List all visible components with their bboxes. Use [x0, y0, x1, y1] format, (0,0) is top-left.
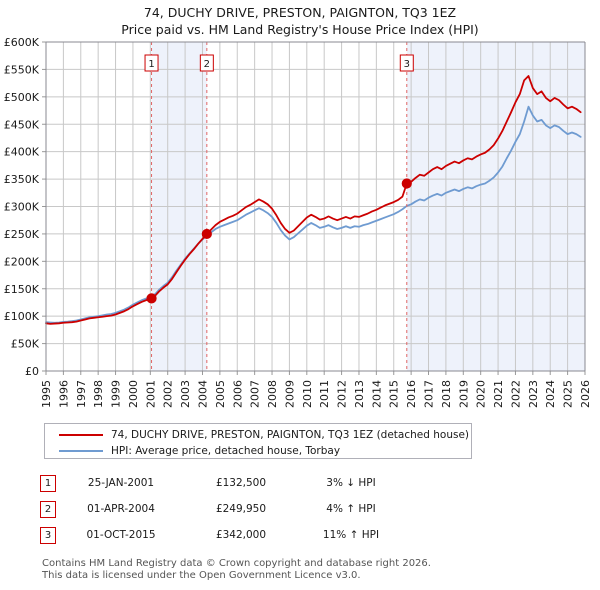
x-axis-label: 2013 [353, 380, 366, 408]
y-axis-label: £550K [4, 63, 40, 76]
y-axis-label: £350K [4, 173, 40, 186]
legend-swatch-hpi [59, 450, 103, 452]
txn-badge-1: 1 [40, 474, 56, 492]
x-axis-label: 2009 [283, 380, 296, 408]
x-axis-label: 2026 [579, 380, 592, 408]
series-line-hpi [45, 105, 582, 324]
transaction-dot-2[interactable] [201, 228, 212, 240]
table-row: 3 01-OCT-2015 £342,000 11% ↑ HPI [40, 522, 470, 548]
x-axis-label: 2020 [475, 380, 488, 408]
txn-price-3: £342,000 [215, 529, 267, 541]
x-axis-label: 2001 [144, 380, 157, 408]
txn-price-1: £132,500 [215, 477, 267, 489]
x-axis-label: 1999 [110, 380, 123, 408]
event-badges-group: 1 2 3 [144, 54, 414, 72]
legend-swatch-price-paid [59, 434, 103, 436]
x-axis-label: 2004 [196, 380, 209, 408]
x-axis-label: 2011 [318, 380, 331, 408]
txn-date-1: 25-JAN-2001 [87, 477, 155, 489]
x-axis-label: 2015 [388, 380, 401, 408]
y-axis-label: £400K [4, 146, 40, 159]
x-axis-label: 2005 [214, 380, 227, 408]
x-axis-label: 2006 [231, 380, 244, 408]
event-badge-box-2[interactable] [199, 54, 214, 72]
x-axis-label: 1997 [75, 380, 88, 408]
x-axis-label: 2019 [457, 380, 470, 408]
txn-price-2: £249,950 [215, 503, 267, 515]
x-axis-label: 2012 [336, 380, 349, 408]
footer-line-1: Contains HM Land Registry data © Crown c… [42, 558, 431, 569]
price-history-chart: £0 £50K £100K £150K £200K £250K £300K £350K £400… [4, 36, 592, 408]
series-line-price-paid [45, 75, 582, 325]
x-axis-label: 2021 [492, 380, 505, 408]
x-axis-label: 2023 [527, 380, 540, 408]
title-line-2: Price paid vs. HM Land Registry's House … [121, 22, 479, 37]
legend-item-price-paid: 74, DUCHY DRIVE, PRESTON, PAIGNTON, TQ3 … [51, 428, 469, 442]
x-axis-label: 2010 [301, 380, 314, 408]
x-axis-label: 1998 [92, 380, 105, 408]
x-axis-label: 2000 [127, 380, 140, 408]
event-badge-label-1: 1 [148, 59, 154, 70]
x-axis-label: 2022 [509, 380, 522, 408]
y-axis-label: £200K [4, 255, 40, 268]
x-axis-label: 2024 [544, 380, 557, 408]
chart-legend: 74, DUCHY DRIVE, PRESTON, PAIGNTON, TQ3 … [44, 423, 472, 459]
txn-date-3: 01-OCT-2015 [86, 529, 156, 541]
y-axis-label: £150K [4, 283, 40, 296]
event-badge-box-3[interactable] [399, 54, 414, 72]
x-axis-label: 1995 [40, 380, 53, 408]
series-group [45, 75, 582, 325]
event-lines-group [151, 42, 408, 371]
y-axis-labels-group: £0 £50K £100K £150K £200K £250K £300K £350K £400… [4, 36, 46, 378]
legend-label-price-paid: 74, DUCHY DRIVE, PRESTON, PAIGNTON, TQ3 … [111, 429, 469, 441]
y-axis-label: £450K [4, 118, 40, 131]
transactions-table: 1 25-JAN-2001 £132,500 3% ↓ HPI 2 01-APR… [40, 470, 470, 548]
x-axis-label: 2025 [562, 380, 575, 408]
event-badge-label-2: 2 [204, 59, 210, 70]
txn-badge-2: 2 [40, 500, 56, 518]
x-axis-label: 2002 [162, 380, 175, 408]
transaction-dot-3[interactable] [401, 178, 412, 189]
table-row: 1 25-JAN-2001 £132,500 3% ↓ HPI [40, 470, 470, 496]
txn-delta-3: 11% ↑ HPI [322, 529, 380, 541]
y-axis-label: £100K [4, 310, 40, 323]
event-badge-box-1[interactable] [144, 54, 159, 72]
legend-item-hpi: HPI: Average price, detached house, Torb… [51, 444, 465, 458]
page-title: 74, DUCHY DRIVE, PRESTON, PAIGNTON, TQ3 … [0, 4, 600, 38]
footer-attribution: Contains HM Land Registry data © Crown c… [42, 558, 582, 582]
x-axis-label: 2003 [179, 380, 192, 408]
x-axis-label: 2018 [440, 380, 453, 408]
table-row: 2 01-APR-2004 £249,950 4% ↑ HPI [40, 496, 470, 522]
y-axis-label: £50K [11, 338, 40, 351]
legend-label-hpi: HPI: Average price, detached house, Torb… [111, 445, 341, 457]
txn-date-2: 01-APR-2004 [87, 503, 155, 515]
y-axis-label: £500K [4, 91, 40, 104]
y-axis-label: £250K [4, 228, 40, 241]
x-axis-label: 1996 [57, 380, 70, 408]
title-line-1: 74, DUCHY DRIVE, PRESTON, PAIGNTON, TQ3 … [143, 5, 457, 20]
transaction-dots-group [146, 178, 412, 304]
txn-badge-3: 3 [40, 526, 56, 544]
x-axis-label: 2016 [405, 380, 418, 408]
plot-frame [45, 41, 586, 372]
footer-line-2: This data is licensed under the Open Gov… [42, 570, 361, 581]
txn-delta-2: 4% ↑ HPI [326, 503, 376, 515]
transaction-dot-1[interactable] [146, 293, 157, 304]
y-axis-label: £0 [25, 365, 39, 378]
x-axis-label: 2007 [249, 380, 262, 408]
event-badge-label-3: 3 [404, 59, 410, 70]
x-axis-label: 2014 [370, 380, 383, 408]
x-axis-label: 2017 [423, 380, 436, 408]
txn-delta-1: 3% ↓ HPI [326, 477, 376, 489]
y-axis-label: £300K [4, 201, 40, 214]
x-axis-label: 2008 [266, 380, 279, 408]
x-axis-labels-group: 1995 1996 1997 1998 1999 2000 2001 2002 2003 2004… [40, 371, 592, 408]
y-axis-label: £600K [4, 36, 40, 49]
chart-canvas: £0 £50K £100K £150K £200K £250K £300K £350K £400… [4, 36, 592, 408]
